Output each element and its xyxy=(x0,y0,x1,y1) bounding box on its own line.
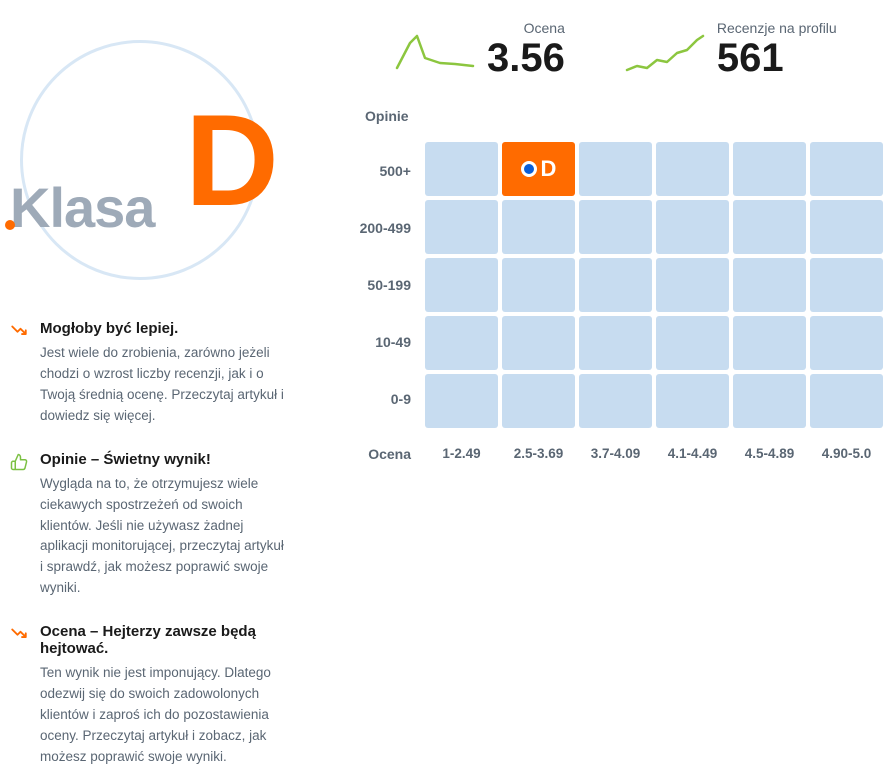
stat-rating-value: 3.56 xyxy=(487,38,565,78)
heatmap-cell xyxy=(425,316,498,370)
heatmap-cell xyxy=(502,200,575,254)
sparkline-rating-icon xyxy=(395,28,475,78)
chart-grid: D xyxy=(425,142,883,428)
marker-dot-icon xyxy=(521,161,537,177)
heatmap-cell xyxy=(733,258,806,312)
heatmap-cell xyxy=(579,316,652,370)
heatmap-cell: D xyxy=(502,142,575,196)
heatmap-cell xyxy=(810,142,883,196)
class-grade: D xyxy=(185,95,279,225)
marker-letter: D xyxy=(541,156,557,182)
stat-reviews-value: 561 xyxy=(717,38,837,78)
heatmap-cell xyxy=(579,200,652,254)
insights-list: Mogłoby być lepiej. Jest wiele do zrobien… xyxy=(10,320,300,768)
thumb-up-icon xyxy=(10,451,40,600)
insight-title: Mogłoby być lepiej. xyxy=(40,320,290,337)
stat-reviews-label: Recenzje na profilu xyxy=(717,20,837,36)
chart-y-labels: 500+200-49950-19910-490-9 xyxy=(335,142,425,428)
heatmap-cell xyxy=(656,316,729,370)
heatmap-cell xyxy=(579,142,652,196)
insight-title: Ocena – Hejterzy zawsze będą hejtować. xyxy=(40,623,290,657)
heatmap-cell xyxy=(810,374,883,428)
heatmap-cell xyxy=(810,200,883,254)
chart-x-label: 4.5-4.89 xyxy=(733,446,806,462)
heatmap-cell xyxy=(810,258,883,312)
insight-desc: Jest wiele do zrobienia, zarówno jeżeli … xyxy=(40,343,290,427)
stat-reviews: Recenzje na profilu 561 xyxy=(625,20,837,78)
chart-y-label: 500+ xyxy=(335,144,411,198)
heatmap-cell xyxy=(656,374,729,428)
class-label: Klasa xyxy=(10,175,154,240)
heatmap-cell xyxy=(502,316,575,370)
insight-title: Opinie – Świetny wynik! xyxy=(40,451,290,468)
chart-x-label: 4.90-5.0 xyxy=(810,446,883,462)
stats-row: Ocena 3.56 Recenzje na profilu 561 xyxy=(335,20,886,78)
chart-x-label: 2.5-3.69 xyxy=(502,446,575,462)
chart-y-label: 0-9 xyxy=(335,372,411,426)
heatmap-cell xyxy=(425,374,498,428)
heatmap-cell xyxy=(733,374,806,428)
trend-down-icon xyxy=(10,623,40,768)
heatmap-marker: D xyxy=(521,156,557,182)
insight-desc: Wygląda na to, że otrzymujesz wiele ciek… xyxy=(40,474,290,600)
heatmap-cell xyxy=(502,374,575,428)
insight-item: Mogłoby być lepiej. Jest wiele do zrobien… xyxy=(10,320,300,427)
heatmap-cell xyxy=(733,316,806,370)
heatmap-cell xyxy=(733,200,806,254)
chart-x-label: 3.7-4.09 xyxy=(579,446,652,462)
heatmap-cell xyxy=(502,258,575,312)
class-badge: Klasa D xyxy=(10,40,290,280)
heatmap-chart: Opinie 500+200-49950-19910-490-9 D Ocena… xyxy=(335,108,886,462)
heatmap-cell xyxy=(733,142,806,196)
trend-down-icon xyxy=(10,320,40,427)
chart-x-label: 1-2.49 xyxy=(425,446,498,462)
heatmap-cell xyxy=(656,258,729,312)
chart-x-label: 4.1-4.49 xyxy=(656,446,729,462)
chart-x-title: Ocena xyxy=(335,446,425,462)
chart-y-label: 50-199 xyxy=(335,258,411,312)
chart-y-label: 10-49 xyxy=(335,315,411,369)
heatmap-cell xyxy=(810,316,883,370)
heatmap-cell xyxy=(579,374,652,428)
sparkline-reviews-icon xyxy=(625,28,705,78)
insight-desc: Ten wynik nie jest imponujący. Dlatego o… xyxy=(40,663,290,768)
heatmap-cell xyxy=(425,258,498,312)
badge-dot xyxy=(5,220,15,230)
heatmap-cell xyxy=(579,258,652,312)
stat-rating-label: Ocena xyxy=(487,20,565,36)
insight-item: Opinie – Świetny wynik! Wygląda na to, że… xyxy=(10,451,300,600)
heatmap-cell xyxy=(425,142,498,196)
chart-x-labels: 1-2.492.5-3.693.7-4.094.1-4.494.5-4.894.… xyxy=(425,446,883,462)
insight-item: Ocena – Hejterzy zawsze będą hejtować. Te… xyxy=(10,623,300,768)
heatmap-cell xyxy=(656,200,729,254)
heatmap-cell xyxy=(425,200,498,254)
stat-rating: Ocena 3.56 xyxy=(395,20,565,78)
heatmap-cell xyxy=(656,142,729,196)
chart-y-label: 200-499 xyxy=(335,201,411,255)
chart-y-title: Opinie xyxy=(365,108,886,124)
